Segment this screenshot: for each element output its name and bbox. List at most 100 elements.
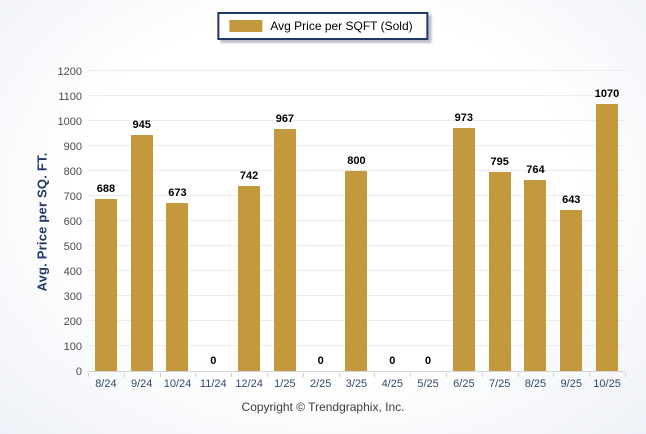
bar-column: 0 (410, 72, 446, 371)
bar-column: 945 (124, 72, 160, 371)
x-tick (123, 373, 125, 377)
legend: Avg Price per SQFT (Sold) (217, 12, 429, 40)
bar-value-label: 945 (132, 118, 151, 131)
bar-column: 973 (446, 72, 482, 371)
x-tick (410, 373, 412, 377)
legend-swatch (229, 20, 263, 32)
y-tick-label: 200 (63, 316, 82, 328)
bar-value-label: 688 (96, 183, 116, 195)
legend-label: Avg Price per SQFT (Sold) (270, 19, 413, 33)
bar (560, 210, 583, 371)
gridline (88, 145, 625, 146)
y-tick-label: 500 (63, 241, 82, 253)
bar-column: 673 (160, 72, 196, 371)
x-axis-label: 3/25 (345, 378, 368, 390)
y-tick-label: 800 (63, 166, 82, 178)
y-tick-label: 1000 (57, 116, 82, 128)
bar (524, 180, 547, 371)
bar (488, 172, 511, 371)
bar-value-label: 643 (562, 194, 581, 207)
x-tick (267, 373, 268, 377)
bar-value-label: 795 (490, 156, 509, 169)
y-tick-label: 700 (63, 191, 82, 203)
bar-column: 688 (88, 72, 124, 371)
x-axis-label: 8/25 (524, 378, 547, 390)
x-tick (517, 373, 519, 377)
x-axis-label: 8/24 (95, 378, 117, 390)
bar (452, 127, 475, 371)
x-tick (302, 373, 304, 377)
bar-value-label: 973 (454, 111, 474, 124)
x-tick (625, 373, 626, 377)
x-axis-label: 4/25 (381, 378, 403, 390)
bar-column: 967 (267, 72, 303, 371)
bar (238, 185, 261, 371)
bar (345, 171, 368, 371)
x-axis-label: 2/25 (309, 378, 332, 390)
bar-value-label: 0 (425, 355, 432, 367)
bar-value-label: 800 (347, 155, 366, 167)
y-tick-label: 1200 (57, 66, 82, 78)
x-tick (88, 373, 89, 377)
x-axis-label: 9/25 (560, 378, 582, 390)
bar-column: 643 (553, 72, 589, 371)
y-tick-label: 600 (63, 216, 82, 228)
y-tick-label: 0 (75, 366, 82, 378)
x-tick (231, 373, 233, 377)
x-tick (374, 373, 376, 377)
bar-value-label: 764 (526, 164, 545, 176)
y-axis-tick-labels: 0 100 200 300 400 500 600 700 800 900 1000 1100 1200 (42, 66, 82, 378)
bar-value-label: 0 (317, 355, 324, 367)
bar (166, 202, 189, 371)
bar-column: 742 (231, 72, 267, 371)
bar-column: 0 (374, 72, 410, 371)
bar (94, 199, 117, 371)
y-tick-label: 1100 (58, 91, 82, 103)
bar-column: 0 (303, 72, 339, 371)
x-axis-label: 6/25 (453, 378, 475, 390)
x-axis-ticks (88, 373, 626, 377)
bar-column: 1070 (589, 72, 625, 371)
x-tick (589, 373, 591, 377)
bar-value-label: 673 (168, 186, 187, 199)
x-tick (481, 373, 483, 377)
x-tick (195, 373, 197, 377)
gridline (88, 120, 625, 121)
bar-value-label: 0 (389, 355, 396, 367)
bar (273, 129, 296, 371)
bar-value-label: 742 (239, 169, 259, 182)
plot-area: 688 945 673 0 742 967 0 800 0 0 973 795 764 643 1070 (88, 70, 625, 372)
y-tick-label: 100 (63, 341, 82, 353)
bar-value-label: 967 (275, 113, 295, 126)
x-axis-label: 9/24 (130, 378, 153, 390)
y-tick-label: 400 (63, 266, 82, 278)
bar-column: 800 (339, 72, 375, 371)
x-axis-label: 7/25 (488, 378, 511, 390)
x-axis-label: 12/24 (235, 378, 263, 390)
x-axis-label: 11/24 (199, 378, 227, 390)
x-axis-label: 5/25 (417, 378, 439, 390)
y-tick-label: 900 (63, 141, 82, 153)
bar-column: 0 (195, 72, 231, 371)
x-tick (446, 373, 447, 377)
y-tick-label: 300 (63, 291, 82, 303)
bar (130, 134, 153, 371)
x-tick (338, 373, 340, 377)
bar (596, 103, 619, 371)
x-axis-labels: 8/24 9/24 10/24 11/24 12/24 1/25 2/25 3/25 4/25 5… (88, 378, 625, 390)
x-tick (553, 373, 555, 377)
x-axis-label: 1/25 (274, 378, 296, 390)
gridline (88, 170, 625, 171)
bar-column: 764 (518, 72, 554, 371)
x-axis-label: 10/24 (163, 378, 192, 390)
bar-value-label: 0 (210, 355, 217, 367)
gridline (88, 95, 625, 96)
x-tick (159, 373, 161, 377)
bars-layer: 688 945 673 0 742 967 0 800 0 0 973 795 764 643 1070 (88, 72, 625, 371)
bar-value-label: 1070 (594, 87, 620, 100)
gridline (88, 70, 625, 71)
bar-column: 795 (482, 72, 518, 371)
x-axis-label: 10/25 (593, 378, 621, 390)
copyright-text: Copyright © Trendgraphix, Inc. (241, 400, 405, 414)
